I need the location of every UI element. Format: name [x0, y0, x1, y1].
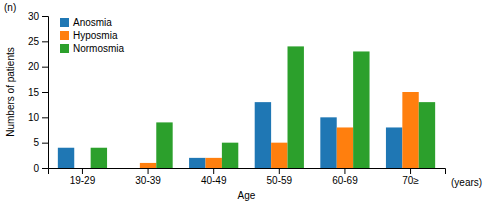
y-tick: 10: [28, 112, 48, 123]
legend-item: Anosmia: [60, 17, 112, 28]
bar: [337, 127, 353, 168]
y-tick-label: 15: [28, 87, 40, 98]
legend-swatch: [60, 18, 69, 27]
series: [140, 92, 419, 168]
legend-swatch: [60, 31, 69, 40]
y-tick-label: 25: [28, 36, 40, 47]
x-tick-mark: [279, 168, 280, 174]
x-tick-mark: [410, 168, 411, 174]
annotation: (n): [4, 2, 16, 13]
bar: [156, 122, 172, 168]
bar: [91, 148, 107, 168]
x-tick-label: 40-49: [201, 175, 227, 186]
x-tick-label: 19-29: [70, 175, 96, 186]
x-axis-line: [49, 169, 446, 175]
legend-item: Normosmia: [60, 43, 125, 54]
x-tick-label: 60-69: [332, 175, 358, 186]
bar: [419, 102, 435, 168]
x-tick-mark: [82, 168, 83, 174]
x-tick-mark: [344, 168, 345, 174]
bar: [255, 102, 271, 168]
y-tick: 25: [28, 36, 48, 47]
bars: [58, 46, 435, 168]
bar: [58, 148, 74, 168]
x-tick-mark: [213, 168, 214, 174]
y-tick: 0: [33, 163, 48, 174]
x-tick-mark: [148, 168, 149, 174]
y-tick-mark: [42, 67, 48, 68]
x-tick-label: 50-59: [267, 175, 293, 186]
bar: [189, 158, 205, 168]
bar: [288, 46, 304, 168]
x-tick: 19-29: [70, 168, 96, 186]
x-tick: 30-39: [135, 168, 161, 186]
bar: [222, 143, 238, 168]
y-axis-title: Numbers of patients: [5, 47, 16, 137]
legend-swatch: [60, 44, 69, 53]
x-axis: 19-29 30-39 40-49 50-59 60-69 70≥: [49, 168, 446, 186]
y-tick-label: 20: [28, 61, 40, 72]
bar: [402, 92, 418, 168]
y-tick-mark: [42, 168, 48, 169]
series: [91, 46, 436, 168]
bar: [271, 143, 287, 168]
bar: [74, 168, 90, 169]
y-axis-line: [42, 17, 49, 169]
x-tick: 50-59: [267, 168, 293, 186]
x-tick-label: 70≥: [402, 175, 419, 186]
y-tick-label: 10: [28, 112, 40, 123]
bar: [353, 51, 369, 168]
y-tick: 20: [28, 61, 48, 72]
y-tick-mark: [42, 117, 48, 118]
series: [58, 102, 403, 168]
y-tick-mark: [42, 143, 48, 144]
legend: Anosmia Hyposmia Normosmia: [60, 17, 125, 54]
chart: 0 5 10 15 20 25 30 19-29 30-39 40-49 50-59 60-69 70≥…: [0, 0, 500, 204]
annotation: (years): [451, 177, 482, 188]
y-axis: 0 5 10 15 20 25 30: [28, 11, 49, 174]
y-tick-label: 0: [33, 163, 39, 174]
y-tick-mark: [42, 16, 48, 17]
y-tick-mark: [42, 92, 48, 93]
plot-area: 0 5 10 15 20 25 30 19-29 30-39 40-49 50-59 60-69 70≥…: [28, 11, 446, 186]
legend-label: Normosmia: [73, 43, 125, 54]
bar: [123, 168, 139, 169]
y-tick-label: 30: [28, 11, 40, 22]
bar: [320, 117, 336, 168]
x-axis-title: Age: [238, 190, 256, 201]
bar: [386, 127, 402, 168]
x-tick-label: 30-39: [135, 175, 161, 186]
legend-item: Hyposmia: [60, 30, 118, 41]
y-tick: 15: [28, 87, 48, 98]
legend-label: Anosmia: [73, 17, 112, 28]
y-tick: 30: [28, 11, 48, 22]
bar: [140, 163, 156, 168]
y-tick-mark: [42, 41, 48, 42]
legend-label: Hyposmia: [73, 30, 118, 41]
y-tick-label: 5: [33, 137, 39, 148]
x-tick: 70≥: [402, 168, 419, 186]
y-tick: 5: [33, 137, 48, 148]
bar: [205, 158, 221, 168]
x-tick: 60-69: [332, 168, 358, 186]
x-tick: 40-49: [201, 168, 227, 186]
